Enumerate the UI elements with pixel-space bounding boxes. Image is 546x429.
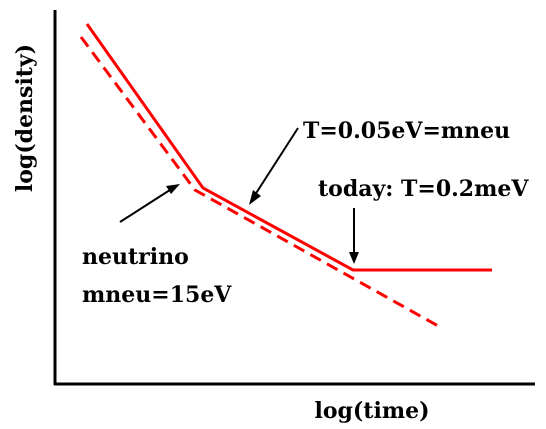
transition-arrow xyxy=(252,127,299,199)
today-arrowhead xyxy=(349,252,359,264)
transition-arrowhead xyxy=(249,190,261,205)
neutrino-arrow xyxy=(119,187,174,223)
neutrino-arrowhead xyxy=(166,184,180,194)
today-label: today: T=0.2meV xyxy=(318,176,529,202)
y-axis-label: log(density) xyxy=(12,44,38,192)
dashed-density-curve xyxy=(79,36,441,329)
neutrino-label-line1: neutrino xyxy=(82,244,189,270)
solid-density-curve xyxy=(85,23,492,272)
neutrino-label-line2: mneu=15eV xyxy=(82,282,232,308)
x-axis-label: log(time) xyxy=(314,398,429,424)
transition-label: T=0.05eV=mneu xyxy=(303,118,510,144)
